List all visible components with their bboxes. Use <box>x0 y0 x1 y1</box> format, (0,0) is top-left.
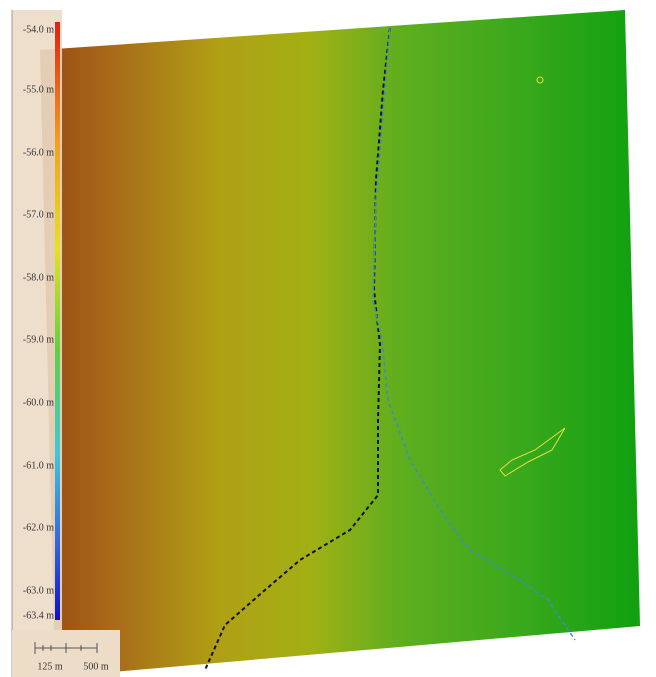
color-bar <box>55 22 60 620</box>
scale-label: 500 m <box>83 661 109 672</box>
legend-label: -56.0 m <box>23 147 54 158</box>
legend-label: -58.0 m <box>23 272 54 283</box>
scale-label: 125 m <box>37 661 63 672</box>
legend-label: -62.0 m <box>23 522 54 533</box>
legend-label: -63.0 m <box>23 585 54 596</box>
legend-label: -63.4 m <box>23 610 54 621</box>
legend-label: -55.0 m <box>23 84 54 95</box>
legend-label: -61.0 m <box>23 460 54 471</box>
legend-label: -60.0 m <box>23 397 54 408</box>
map-view: -54.0 m -55.0 m -56.0 m -57.0 m -58.0 m -59.0… <box>0 0 656 677</box>
legend-label: -57.0 m <box>23 209 54 220</box>
legend-label: -54.0 m <box>23 24 54 35</box>
legend-label: -59.0 m <box>23 334 54 345</box>
bathymetry-surface <box>40 10 640 677</box>
